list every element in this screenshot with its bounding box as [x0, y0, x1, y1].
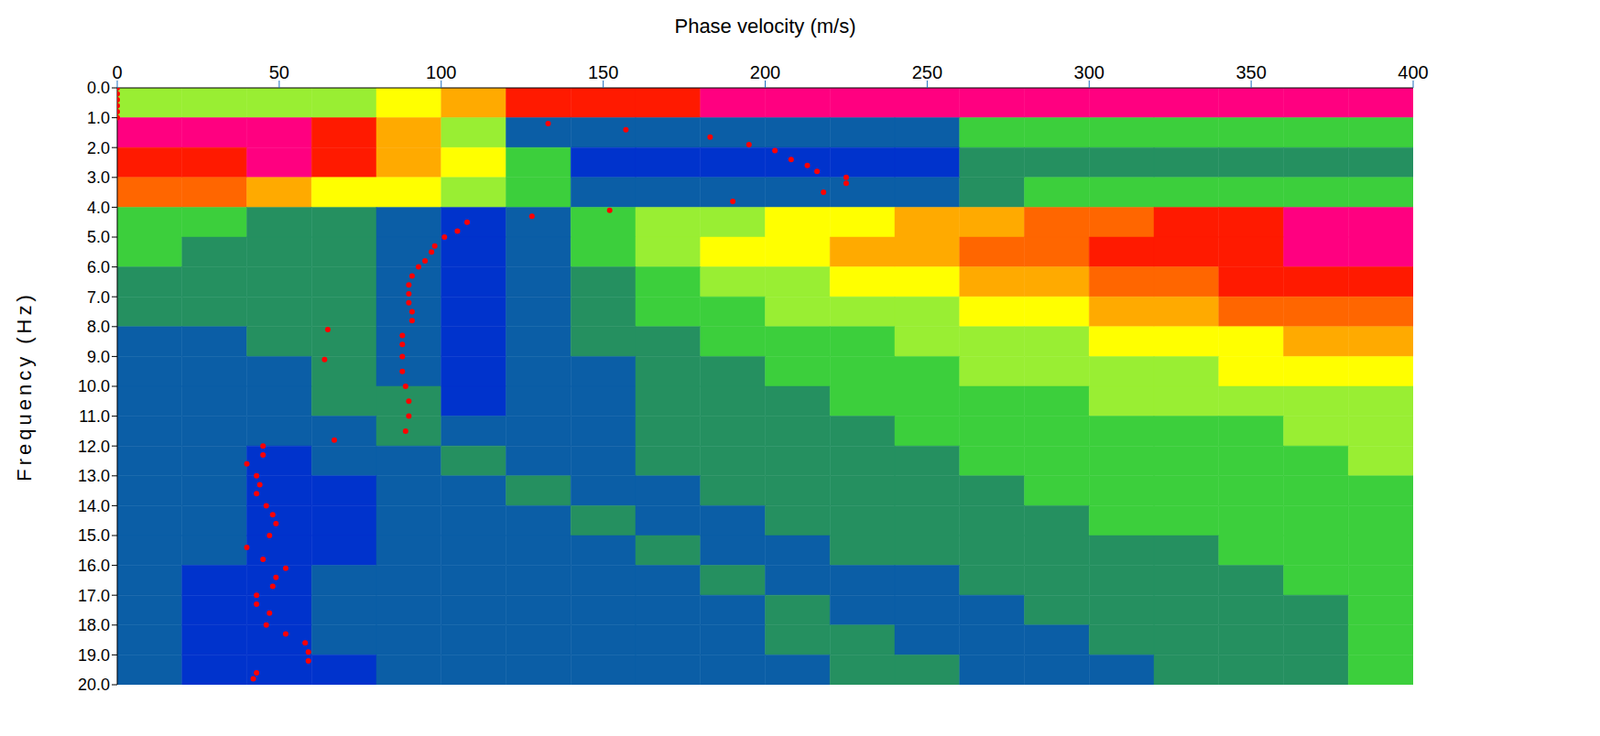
svg-text:15.0: 15.0 — [77, 526, 110, 545]
svg-text:8.0: 8.0 — [87, 317, 110, 337]
svg-text:350: 350 — [1235, 62, 1266, 83]
svg-text:11.0: 11.0 — [78, 407, 110, 426]
svg-text:10.0: 10.0 — [77, 377, 110, 396]
svg-text:0.0: 0.0 — [87, 78, 110, 98]
svg-text:4.0: 4.0 — [87, 198, 110, 218]
svg-text:300: 300 — [1074, 62, 1105, 83]
svg-text:9.0: 9.0 — [87, 348, 110, 367]
svg-text:200: 200 — [750, 62, 781, 83]
svg-text:150: 150 — [587, 62, 619, 83]
svg-text:16.0: 16.0 — [77, 556, 110, 576]
svg-text:17.0: 17.0 — [77, 587, 110, 606]
svg-text:7.0: 7.0 — [87, 288, 110, 307]
svg-text:2.0: 2.0 — [87, 139, 110, 158]
svg-text:1.0: 1.0 — [87, 108, 110, 128]
svg-text:6.0: 6.0 — [87, 258, 110, 277]
svg-text:0: 0 — [111, 62, 122, 83]
svg-text:5.0: 5.0 — [87, 228, 110, 247]
svg-text:12.0: 12.0 — [77, 437, 110, 457]
svg-text:19.0: 19.0 — [77, 646, 110, 665]
svg-text:400: 400 — [1397, 62, 1428, 83]
svg-text:100: 100 — [425, 62, 457, 83]
svg-text:18.0: 18.0 — [77, 616, 110, 635]
svg-text:20.0: 20.0 — [77, 675, 110, 695]
svg-text:Frequency (Hz): Frequency (Hz) — [12, 291, 36, 482]
svg-text:Phase velocity (m/s): Phase velocity (m/s) — [674, 14, 856, 38]
svg-text:50: 50 — [269, 62, 290, 83]
svg-text:3.0: 3.0 — [87, 168, 110, 187]
svg-text:13.0: 13.0 — [77, 467, 110, 486]
svg-text:250: 250 — [912, 62, 943, 83]
svg-text:14.0: 14.0 — [77, 497, 110, 516]
